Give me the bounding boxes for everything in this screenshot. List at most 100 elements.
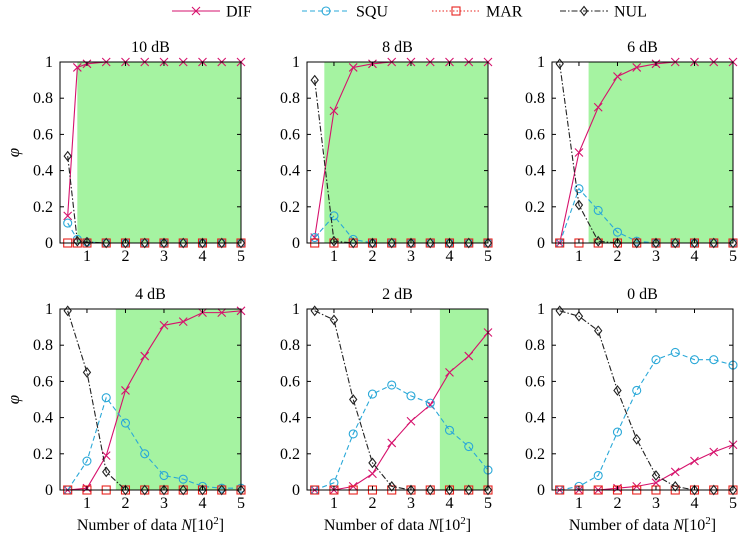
data-point xyxy=(159,320,169,330)
axes-frame xyxy=(306,308,489,491)
x-tick-label: 1 xyxy=(575,495,583,512)
x-tick-label: 1 xyxy=(575,248,583,265)
data-point xyxy=(464,442,474,452)
panel-0db: 0 dB 1 2 3 4 5 0 0.2 0.4 0.6 0.8 1 Number of data N[… xyxy=(525,286,738,534)
data-point xyxy=(709,447,719,457)
data-point xyxy=(101,393,111,403)
highlight-region xyxy=(588,62,733,243)
data-point xyxy=(63,211,73,221)
data-point xyxy=(651,355,661,365)
data-point xyxy=(651,237,661,249)
x-tick-label: 3 xyxy=(407,248,415,265)
data-point xyxy=(217,484,226,496)
y-tick-label: 0 xyxy=(292,482,300,499)
panel-title: 2 dB xyxy=(382,286,413,303)
data-point xyxy=(444,425,455,435)
y-tick-label: 0.6 xyxy=(280,126,300,143)
y-tick-label: 0.2 xyxy=(525,446,545,463)
x-tick-label: 5 xyxy=(237,248,245,265)
y-tick-label: 0.4 xyxy=(280,410,300,427)
x-tick-label: 2 xyxy=(121,495,129,512)
axes-frame xyxy=(59,308,242,491)
y-tick-label: 0.2 xyxy=(280,199,300,216)
x-tick-label: 3 xyxy=(160,248,168,265)
data-point xyxy=(178,317,188,327)
data-point xyxy=(689,355,700,365)
panel-title: 8 dB xyxy=(382,39,413,56)
data-point xyxy=(121,237,130,249)
panel-title: 4 dB xyxy=(135,286,166,303)
data-point xyxy=(464,484,473,496)
x-tick-label: 1 xyxy=(330,248,338,265)
data-point xyxy=(72,63,82,72)
y-tick-label: 0.6 xyxy=(525,126,545,143)
series-line xyxy=(559,351,734,491)
highlight-region xyxy=(324,62,488,243)
x-tick-label: 4 xyxy=(690,495,698,512)
x-tick-label: 2 xyxy=(368,495,376,512)
x-tick-label: 5 xyxy=(729,495,737,512)
y-tick-label: 0 xyxy=(537,482,545,499)
data-point xyxy=(82,366,92,378)
x-tick-label: 5 xyxy=(729,248,737,265)
data-point xyxy=(140,449,150,459)
x-tick-label: 2 xyxy=(613,495,621,512)
data-point xyxy=(121,386,130,395)
data-point xyxy=(445,237,454,249)
data-point xyxy=(464,351,474,361)
panel-4db: 4 dB 1 2 3 4 5 0 0.2 0.4 0.6 0.8 1 φ Number of data N… xyxy=(4,286,246,534)
highlight-region xyxy=(439,309,488,490)
series-line xyxy=(559,310,733,491)
data-point xyxy=(159,484,169,496)
data-point xyxy=(310,74,319,86)
data-point xyxy=(121,484,130,496)
legend-item-nul: NUL xyxy=(560,4,647,21)
x-tick-label: 2 xyxy=(121,248,129,265)
y-tick-label: 0.4 xyxy=(280,163,300,180)
y-tick-label: 0.4 xyxy=(525,163,545,180)
panel-title: 6 dB xyxy=(627,39,658,56)
legend-marker xyxy=(579,5,589,17)
y-tick-label: 0.2 xyxy=(33,446,53,463)
data-point xyxy=(593,102,603,112)
axes-frame xyxy=(551,308,734,491)
y-tick-label: 0.2 xyxy=(280,446,300,463)
x-tick-label: 4 xyxy=(198,248,206,265)
data-point xyxy=(406,237,416,249)
x-tick-label: 5 xyxy=(237,495,245,512)
x-axis-label: Number of data N[102] xyxy=(77,515,224,534)
legend-item-dif: DIF xyxy=(172,4,252,21)
x-tick-label: 2 xyxy=(368,248,376,265)
x-tick-label: 4 xyxy=(690,248,698,265)
x-tick-label: 1 xyxy=(83,495,91,512)
data-point xyxy=(728,237,738,249)
data-point xyxy=(82,456,92,466)
data-point xyxy=(632,385,642,396)
data-point xyxy=(368,237,377,249)
data-point xyxy=(348,63,358,72)
data-point xyxy=(709,355,719,365)
data-point xyxy=(574,184,584,194)
panel-title: 0 dB xyxy=(627,286,658,303)
x-tick-label: 3 xyxy=(160,495,168,512)
panel-8db: 8 dB 1 2 3 4 5 0 0.2 0.4 0.6 0.8 1 xyxy=(280,39,493,265)
series-nul xyxy=(555,305,738,496)
panel-6db: 6 dB 1 2 3 4 5 0 0.2 0.4 0.6 0.8 1 xyxy=(525,39,738,265)
y-tick-label: 0.8 xyxy=(280,337,300,354)
data-point xyxy=(310,233,320,243)
legend-marker xyxy=(451,6,461,16)
x-tick-label: 1 xyxy=(83,248,91,265)
panel-title: 10 dB xyxy=(131,39,170,56)
series-nul xyxy=(310,74,493,249)
legend-label: DIF xyxy=(226,4,252,21)
y-tick-label: 0.8 xyxy=(33,337,53,354)
x-tick-label: 4 xyxy=(445,495,453,512)
data-point xyxy=(632,237,641,249)
y-tick-label: 0.4 xyxy=(33,163,53,180)
y-axis-label: φ xyxy=(4,148,23,157)
data-point xyxy=(632,63,642,72)
axes-frame xyxy=(551,61,734,244)
data-point xyxy=(217,237,226,249)
axes-frame xyxy=(59,61,242,244)
